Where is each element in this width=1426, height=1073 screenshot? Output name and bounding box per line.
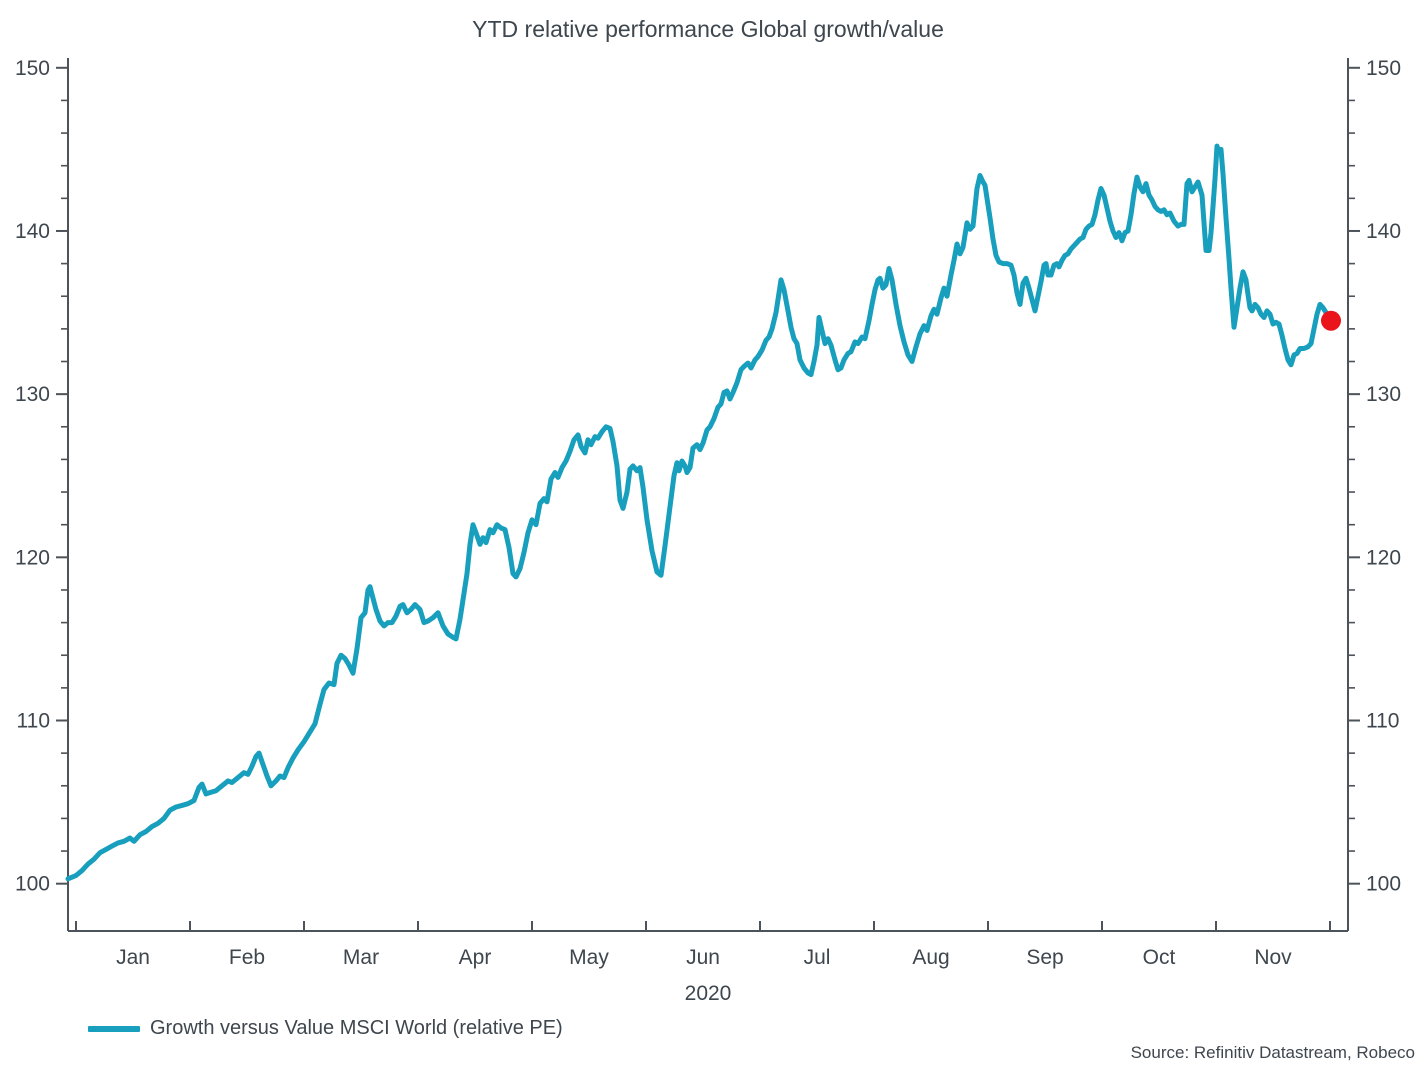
x-month-label: Apr xyxy=(459,946,492,969)
y-tick-label-right: 110 xyxy=(1366,710,1399,733)
y-tick-label-right: 140 xyxy=(1366,220,1401,243)
y-tick-label-left: 110 xyxy=(17,710,50,733)
y-tick-label-right: 130 xyxy=(1366,383,1401,406)
x-month-label: Feb xyxy=(229,946,265,969)
x-month-label: Nov xyxy=(1254,946,1292,969)
x-month-label: Mar xyxy=(343,946,379,969)
x-month-label: Aug xyxy=(912,946,949,969)
chart-title: YTD relative performance Global growth/v… xyxy=(472,16,944,42)
source-note: Source: Refinitiv Datastream, Robeco xyxy=(1130,1043,1415,1062)
legend-line-swatch xyxy=(88,1025,140,1032)
y-tick-label-right: 100 xyxy=(1366,873,1401,896)
x-month-label: Jun xyxy=(686,946,720,969)
y-tick-label-left: 140 xyxy=(15,220,50,243)
y-tick-label-left: 130 xyxy=(15,383,50,406)
y-tick-label-right: 150 xyxy=(1366,57,1401,80)
x-month-label: Jan xyxy=(116,946,150,969)
y-tick-label-left: 120 xyxy=(15,546,50,569)
y-tick-label-right: 120 xyxy=(1366,546,1401,569)
x-month-label: Oct xyxy=(1143,946,1176,969)
series-line xyxy=(65,143,1334,882)
end-marker-dot xyxy=(1321,310,1341,331)
x-axis-year-label: 2020 xyxy=(684,982,732,1005)
y-tick-label-left: 100 xyxy=(15,873,50,896)
x-month-label: Sep xyxy=(1026,946,1063,969)
legend-label: Growth versus Value MSCI World (relative… xyxy=(150,1017,563,1039)
x-month-label: May xyxy=(569,946,609,969)
y-tick-label-left: 150 xyxy=(15,57,50,80)
legend: Growth versus Value MSCI World (relative… xyxy=(88,1017,563,1040)
x-month-label: Jul xyxy=(804,946,831,969)
